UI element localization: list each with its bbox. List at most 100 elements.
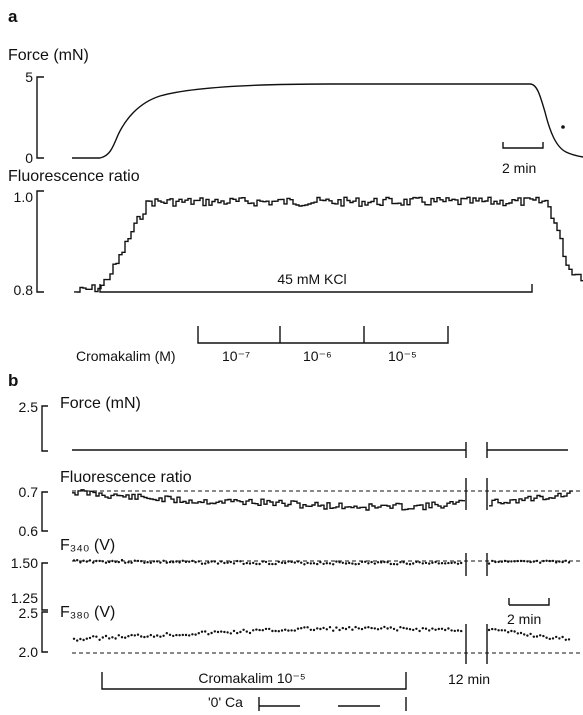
trace-dot bbox=[415, 627, 418, 630]
trace-dot bbox=[354, 563, 357, 566]
trace-dot bbox=[456, 562, 460, 565]
trace-dot bbox=[332, 629, 335, 632]
trace-dot bbox=[516, 632, 519, 635]
panel-b-f340-axis bbox=[41, 562, 48, 611]
trace-dot bbox=[156, 560, 159, 563]
trace-dot bbox=[545, 559, 548, 562]
trace-dot bbox=[497, 629, 500, 632]
trace-dot bbox=[223, 561, 226, 565]
trace-dot bbox=[239, 560, 242, 563]
trace-dot bbox=[191, 559, 194, 563]
panel-b-zero-ca-label: '0' Ca bbox=[208, 694, 243, 710]
trace-dot bbox=[229, 560, 232, 564]
trace-dot bbox=[101, 636, 105, 639]
trace-dot bbox=[290, 629, 293, 632]
trace-dot bbox=[188, 560, 191, 563]
trace-dot bbox=[408, 563, 412, 566]
trace-dot bbox=[258, 562, 261, 566]
panel-b-scale-bar bbox=[508, 598, 550, 606]
trace-dot bbox=[513, 630, 516, 633]
trace-dot bbox=[328, 626, 332, 629]
trace-dot bbox=[408, 628, 412, 631]
trace-dot bbox=[303, 626, 306, 629]
trace-dot bbox=[178, 634, 181, 637]
trace-dot bbox=[424, 627, 428, 630]
trace-dot bbox=[296, 560, 300, 563]
trace-dot bbox=[548, 559, 551, 563]
trace-dot bbox=[370, 560, 373, 564]
trace-dot bbox=[513, 560, 516, 563]
panel-b-fluor-tick-06: 0.6 bbox=[19, 523, 39, 539]
trace-dot bbox=[558, 637, 561, 640]
trace-dot bbox=[335, 560, 338, 563]
trace-dot bbox=[124, 561, 127, 564]
trace-dot bbox=[204, 562, 207, 565]
panel-b-gap-marks-force bbox=[465, 442, 488, 458]
trace-dot bbox=[360, 627, 364, 631]
trace-dot bbox=[434, 560, 437, 564]
trace-dot bbox=[396, 629, 399, 632]
trace-dot bbox=[255, 562, 258, 566]
trace-dot bbox=[431, 627, 434, 630]
trace-dot bbox=[357, 562, 360, 566]
panel-b-fluor-label: Fluorescence ratio bbox=[60, 469, 192, 486]
trace-dot bbox=[344, 562, 348, 565]
trace-dot bbox=[76, 639, 79, 642]
trace-dot bbox=[111, 559, 114, 563]
trace-dot bbox=[220, 630, 223, 633]
trace-dot bbox=[303, 563, 306, 566]
trace-dot bbox=[216, 630, 220, 634]
trace-dot bbox=[380, 561, 383, 564]
panel-a-force-tick-0: 0 bbox=[25, 150, 33, 166]
trace-dot bbox=[207, 561, 210, 564]
panel-a-fluor-tick-1: 1.0 bbox=[14, 189, 34, 205]
panel-b-cromakalim-bracket bbox=[101, 672, 407, 690]
trace-dot bbox=[507, 631, 510, 634]
trace-dot bbox=[418, 629, 421, 633]
trace-dot bbox=[364, 560, 367, 563]
panel-a-force-axis bbox=[36, 76, 44, 159]
trace-dot bbox=[92, 635, 95, 638]
trace-dot bbox=[431, 561, 434, 564]
trace-dot bbox=[532, 560, 535, 563]
trace-dot bbox=[175, 560, 178, 563]
trace-dot bbox=[162, 559, 165, 562]
trace-dot bbox=[245, 561, 248, 565]
trace-dot bbox=[322, 562, 325, 566]
trace-dot bbox=[130, 633, 133, 637]
panel-b-fluor-trace bbox=[72, 489, 573, 511]
trace-dot bbox=[284, 561, 287, 565]
trace-dot bbox=[264, 627, 268, 631]
panel-b-f380-tick-25: 2.5 bbox=[19, 605, 39, 621]
trace-dot bbox=[136, 559, 140, 563]
panel-b-f340-label: F₃₄₀ (V) bbox=[60, 537, 115, 554]
trace-dot bbox=[72, 559, 76, 562]
trace-dot bbox=[120, 636, 124, 639]
trace-dot bbox=[380, 627, 383, 630]
trace-dot bbox=[373, 627, 376, 630]
trace-dot bbox=[421, 627, 424, 630]
trace-dot bbox=[271, 562, 274, 566]
trace-dot bbox=[529, 632, 532, 636]
trace-dot bbox=[460, 561, 463, 565]
trace-dot bbox=[332, 563, 335, 566]
trace-dot bbox=[188, 634, 191, 637]
trace-dot bbox=[561, 635, 564, 639]
panel-a-fluor-trace bbox=[74, 196, 583, 293]
trace-dot bbox=[72, 637, 76, 640]
trace-dot bbox=[120, 558, 124, 562]
panel-b-fluor-axis bbox=[41, 491, 48, 532]
trace-dot bbox=[114, 560, 117, 564]
panel-b-gap-marks-f340 bbox=[465, 553, 488, 576]
trace-dot bbox=[133, 634, 136, 637]
trace-dot bbox=[328, 562, 332, 565]
trace-dot bbox=[76, 559, 79, 562]
trace-dot bbox=[223, 630, 226, 634]
panel-b-gap-label: 12 min bbox=[448, 671, 490, 687]
trace-dot bbox=[92, 561, 95, 564]
trace-dot bbox=[210, 631, 213, 635]
trace-dot bbox=[348, 626, 351, 629]
trace-dot bbox=[181, 633, 184, 637]
trace-dot bbox=[114, 637, 117, 640]
trace-dot bbox=[564, 638, 567, 641]
